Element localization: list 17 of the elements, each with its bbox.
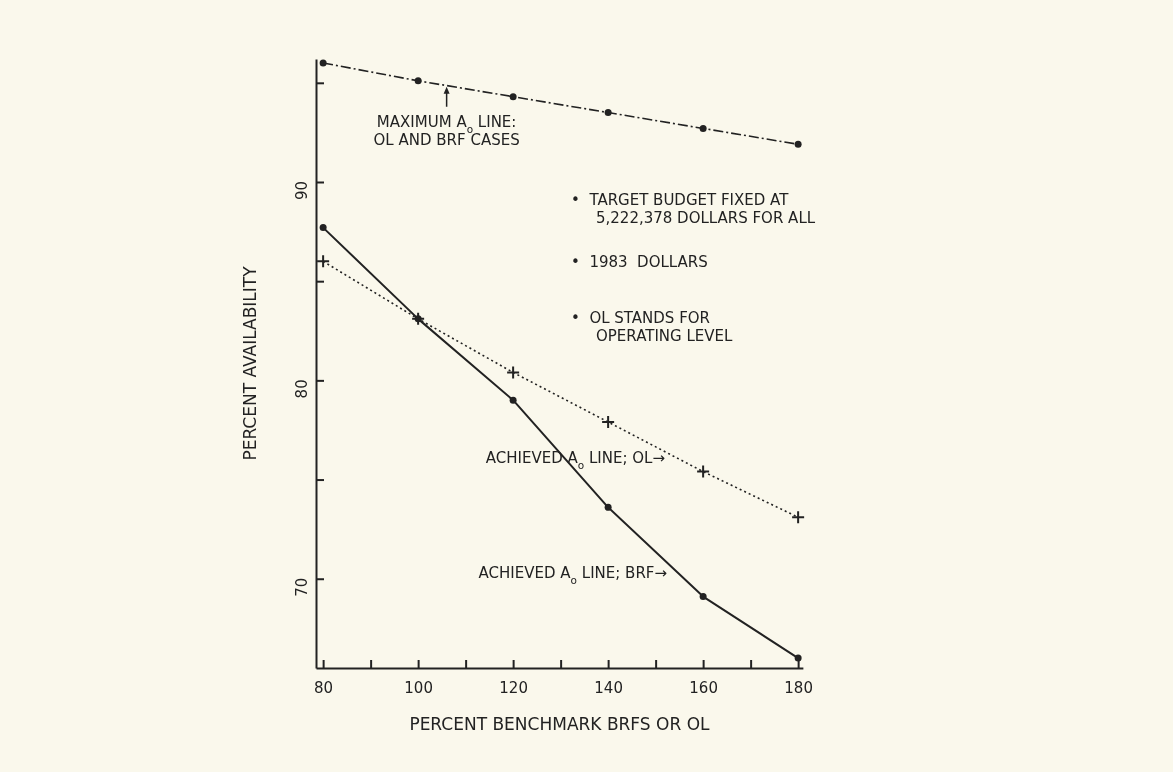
x-tick-label: 140	[594, 678, 623, 697]
x-tick-label: 180	[784, 678, 813, 697]
annotation: MAXIMUM A$_{o}$ LINE: OL AND BRF CASES	[373, 112, 520, 149]
annotation: • TARGET BUDGET FIXED AT 5,222,378 DOLLARS FOR ALL	[571, 191, 816, 227]
annotation: • 1983 DOLLARS	[571, 253, 708, 271]
y-tick-label: 70	[293, 577, 312, 597]
x-tick-label: 100	[404, 678, 433, 697]
annotation: ACHIEVED A$_{o}$ LINE; OL→	[485, 449, 665, 471]
annotation: ACHIEVED A$_{o}$ LINE; BRF→	[478, 564, 667, 586]
x-tick-label: 160	[689, 678, 718, 697]
x-tick-label: 80	[314, 678, 334, 697]
y-tick-label: 90	[293, 180, 312, 201]
annotation: • OL STANDS FOR OPERATING LEVEL	[571, 309, 734, 345]
y-axis-title: PERCENT AVAILABILITY	[240, 265, 260, 461]
x-axis-title: PERCENT BENCHMARK BRFS OR OL	[409, 714, 711, 734]
y-tick-label: 80	[293, 379, 312, 399]
x-tick-label: 120	[499, 678, 528, 697]
